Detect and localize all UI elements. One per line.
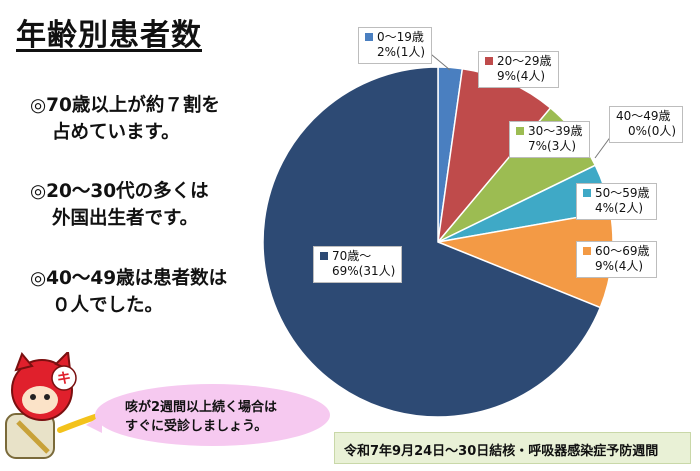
speech-bubble (95, 384, 330, 446)
note-2: ◎20～30代の多くは 外国出生者です。 (30, 178, 209, 232)
slice-label-40-49: 40～49歳 0%(0人) (609, 106, 684, 143)
speech-bubble-line1: 咳が2週間以上続く場合は (125, 400, 278, 415)
note-3: ◎40～49歳は患者数は ０人でした。 (30, 265, 227, 319)
speech-bubble-line2: すぐに受診しましょう。 (125, 419, 268, 434)
label-0-19-category: 0～19歳 (377, 30, 424, 44)
mascot-sash (16, 420, 50, 454)
label-50-59-value: 4%(2人) (595, 201, 644, 215)
swatch-70-plus (320, 252, 328, 260)
swatch-0-19 (365, 33, 373, 41)
speech-bubble-text: 咳が2週間以上続く場合は すぐに受診しましょう。 (125, 398, 277, 436)
swatch-60-69 (583, 247, 591, 255)
label-30-39-value: 7%(3人) (528, 139, 577, 153)
mascot-eye-left (30, 394, 36, 400)
label-60-69-value: 9%(4人) (595, 259, 644, 273)
label-30-39-category: 30～39歳 (528, 124, 583, 138)
footer-text: 令和7年9月24日～30日結核・呼吸器感染症予防週間 (344, 444, 659, 459)
pie-slice-70-plus (262, 66, 602, 418)
mascot-emblem-mark: キ (57, 371, 71, 387)
slice-label-70-plus: 70歳～ 69%(31人) (313, 246, 403, 283)
note-2-line1: ◎20～30代の多くは (30, 181, 209, 202)
mascot-ear-left (14, 352, 34, 372)
label-70-plus-value: 69%(31人) (332, 264, 396, 278)
note-3-line2: ０人でした。 (52, 295, 164, 316)
slice-label-20-29: 20～29歳 9%(4人) (478, 51, 559, 88)
swatch-30-39 (516, 127, 524, 135)
note-1-line2: 占めています。 (52, 122, 180, 143)
slice-label-30-39: 30～39歳 7%(3人) (509, 121, 590, 158)
swatch-50-59 (583, 189, 591, 197)
slice-label-50-59: 50～59歳 4%(2人) (576, 183, 657, 220)
page-title: 年齢別患者数 (16, 18, 202, 53)
mascot-eye-right (44, 394, 50, 400)
note-2-line2: 外国出生者です。 (52, 208, 199, 229)
label-20-29-category: 20～29歳 (497, 54, 552, 68)
swatch-20-29 (485, 57, 493, 65)
label-40-49-value: 0%(0人) (628, 124, 677, 138)
mascot-character: キ (5, 352, 101, 459)
label-40-49-category: 40～49歳 (616, 109, 671, 123)
label-50-59-category: 50～59歳 (595, 186, 650, 200)
slice-label-60-69: 60～69歳 9%(4人) (576, 241, 657, 278)
footer-banner (334, 432, 691, 464)
slice-label-0-19: 0～19歳 2%(1人) (358, 27, 433, 64)
note-1-line1: ◎70歳以上が約７割を (30, 95, 220, 116)
label-70-plus-category: 70歳～ (332, 249, 372, 263)
label-20-29-value: 9%(4人) (497, 69, 546, 83)
mascot-emblem (51, 365, 77, 391)
pie-slices (262, 66, 614, 418)
label-0-19-value: 2%(1人) (377, 45, 426, 59)
note-3-line1: ◎40～49歳は患者数は (30, 268, 228, 289)
mascot-face (22, 386, 58, 414)
note-1: ◎70歳以上が約７割を 占めています。 (30, 92, 220, 146)
label-60-69-category: 60～69歳 (595, 244, 650, 258)
